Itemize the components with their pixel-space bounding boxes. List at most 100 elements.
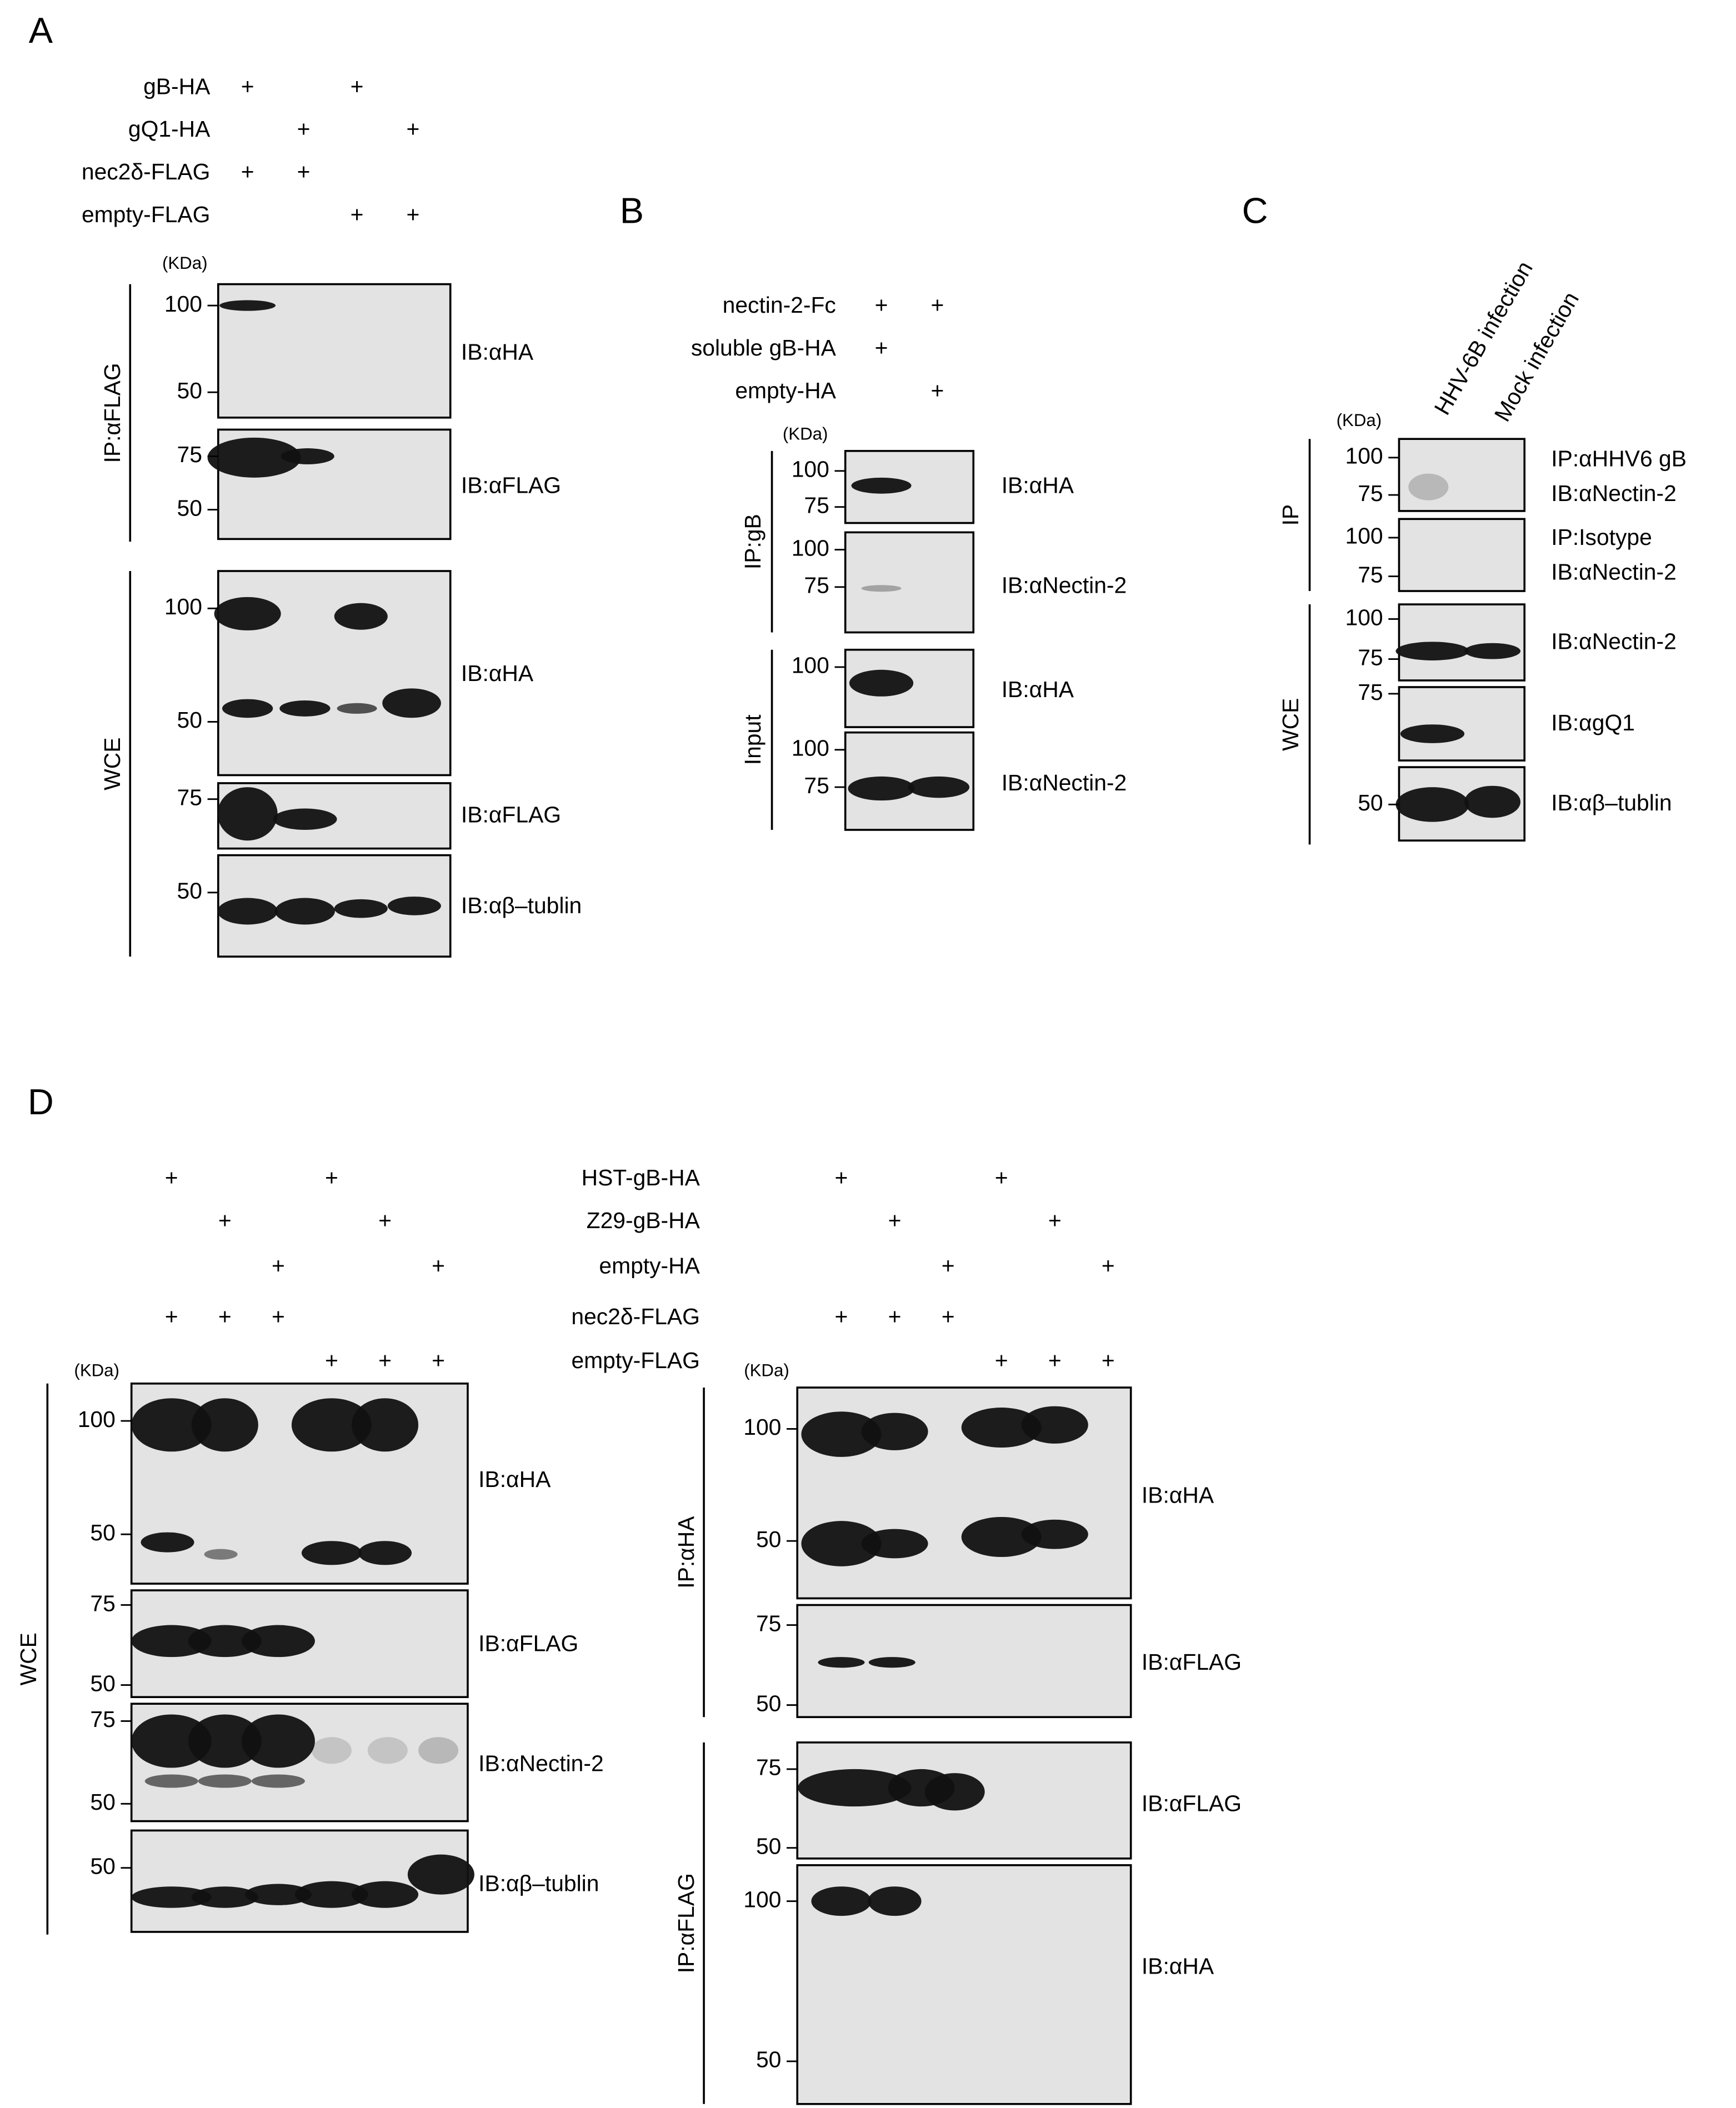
blot-label: IB:αFLAG (1142, 1649, 1242, 1675)
marker-label: 50 (177, 378, 202, 403)
blot-label: IB:αHA (1002, 677, 1074, 702)
condition-label: gQ1-HA (128, 116, 211, 142)
blot-label: IP:αHHV6 gB (1551, 445, 1687, 471)
panel-label: D (28, 1081, 54, 1122)
marker-label: 75 (756, 1755, 781, 1780)
condition-sign: + (351, 73, 364, 99)
band (1395, 787, 1469, 822)
condition-sign: + (888, 1208, 902, 1233)
band (407, 1854, 474, 1895)
condition-sign: + (218, 1304, 232, 1329)
blot-label: IP:Isotype (1551, 524, 1652, 550)
band (418, 1737, 459, 1764)
blot-label: IB:αNectin-2 (1551, 628, 1677, 654)
blot-label: IB:αHA (461, 660, 534, 686)
band (198, 1774, 252, 1788)
marker-label: 100 (78, 1406, 116, 1432)
band (868, 1657, 915, 1668)
condition-sign: + (888, 1304, 902, 1329)
condition-sign: + (875, 335, 888, 360)
panel-label: C (1242, 190, 1268, 231)
blot-label: IB:αβ–tublin (1551, 790, 1672, 815)
condition-sign: + (272, 1304, 285, 1329)
band (861, 1413, 928, 1450)
condition-sign: + (930, 378, 944, 403)
band (131, 1398, 212, 1452)
group-label: IP:αHA (673, 1516, 699, 1589)
condition-sign: + (165, 1165, 178, 1190)
group-label: IP:gB (740, 514, 766, 569)
group-label: Input (740, 714, 766, 765)
band (191, 1886, 258, 1908)
blot (1398, 603, 1526, 682)
condition-sign: + (835, 1304, 848, 1329)
kda-label: (KDa) (162, 253, 208, 273)
band (241, 1625, 315, 1658)
condition-sign: + (407, 202, 420, 227)
condition-sign: + (835, 1165, 848, 1190)
marker-label: 50 (177, 495, 202, 520)
panel-label: A (29, 10, 53, 51)
marker-label: 100 (164, 594, 202, 619)
condition-sign: + (165, 1304, 178, 1329)
marker-label: 50 (756, 2047, 781, 2072)
condition-label: nectin-2-Fc (723, 292, 836, 318)
condition-sign: + (1048, 1348, 1062, 1373)
band (207, 437, 301, 478)
band (188, 1625, 262, 1658)
marker-label: 75 (1358, 644, 1383, 670)
band (851, 477, 912, 494)
panel-label: B (620, 190, 644, 231)
kda-label: (KDa) (74, 1360, 119, 1380)
band (1021, 1519, 1088, 1549)
band (241, 1714, 315, 1768)
band (337, 703, 377, 714)
marker-label: 50 (756, 1526, 781, 1552)
band (798, 1769, 912, 1807)
blot-label: IB:αFLAG (461, 802, 561, 828)
blot-label: IB:αβ–tublin (478, 1871, 599, 1896)
condition-sign: + (272, 1253, 285, 1279)
condition-label: Z29-gB-HA (587, 1208, 701, 1233)
marker-label: 100 (164, 291, 202, 317)
group-label: WCE (16, 1633, 41, 1685)
condition-sign: + (995, 1348, 1008, 1373)
condition-sign: + (378, 1348, 392, 1373)
group-label: WCE (1278, 698, 1303, 751)
marker-label: 100 (1345, 523, 1383, 549)
band (217, 787, 278, 841)
group-label: IP (1278, 504, 1303, 526)
band (281, 448, 334, 464)
band (144, 1774, 198, 1788)
condition-sign: + (432, 1253, 445, 1279)
condition-sign: + (875, 292, 888, 318)
marker-label: 50 (756, 1690, 781, 1716)
band (358, 1541, 412, 1565)
band (131, 1625, 212, 1658)
condition-label: nec2δ-FLAG (82, 159, 211, 184)
band (1464, 643, 1521, 659)
condition-sign: + (325, 1165, 338, 1190)
band (818, 1657, 865, 1668)
band (351, 1881, 419, 1908)
band (217, 898, 278, 925)
marker-label: 75 (177, 785, 202, 810)
condition-sign: + (378, 1208, 392, 1233)
blot-label: IB:αNectin-2 (1002, 770, 1127, 795)
band (131, 1714, 212, 1768)
condition-sign: + (930, 292, 944, 318)
marker-label: 100 (792, 535, 829, 560)
band (141, 1532, 194, 1553)
band (351, 1398, 419, 1452)
marker-label: 100 (1345, 604, 1383, 630)
blot-label: IB:αHA (1002, 472, 1074, 498)
blot (844, 531, 975, 634)
condition-label: HST-gB-HA (582, 1165, 701, 1190)
band (908, 776, 970, 798)
condition-label: soluble gB-HA (691, 335, 837, 360)
condition-sign: + (351, 202, 364, 227)
marker-label: 50 (90, 1670, 115, 1696)
condition-sign: + (995, 1165, 1008, 1190)
condition-sign: + (432, 1348, 445, 1373)
